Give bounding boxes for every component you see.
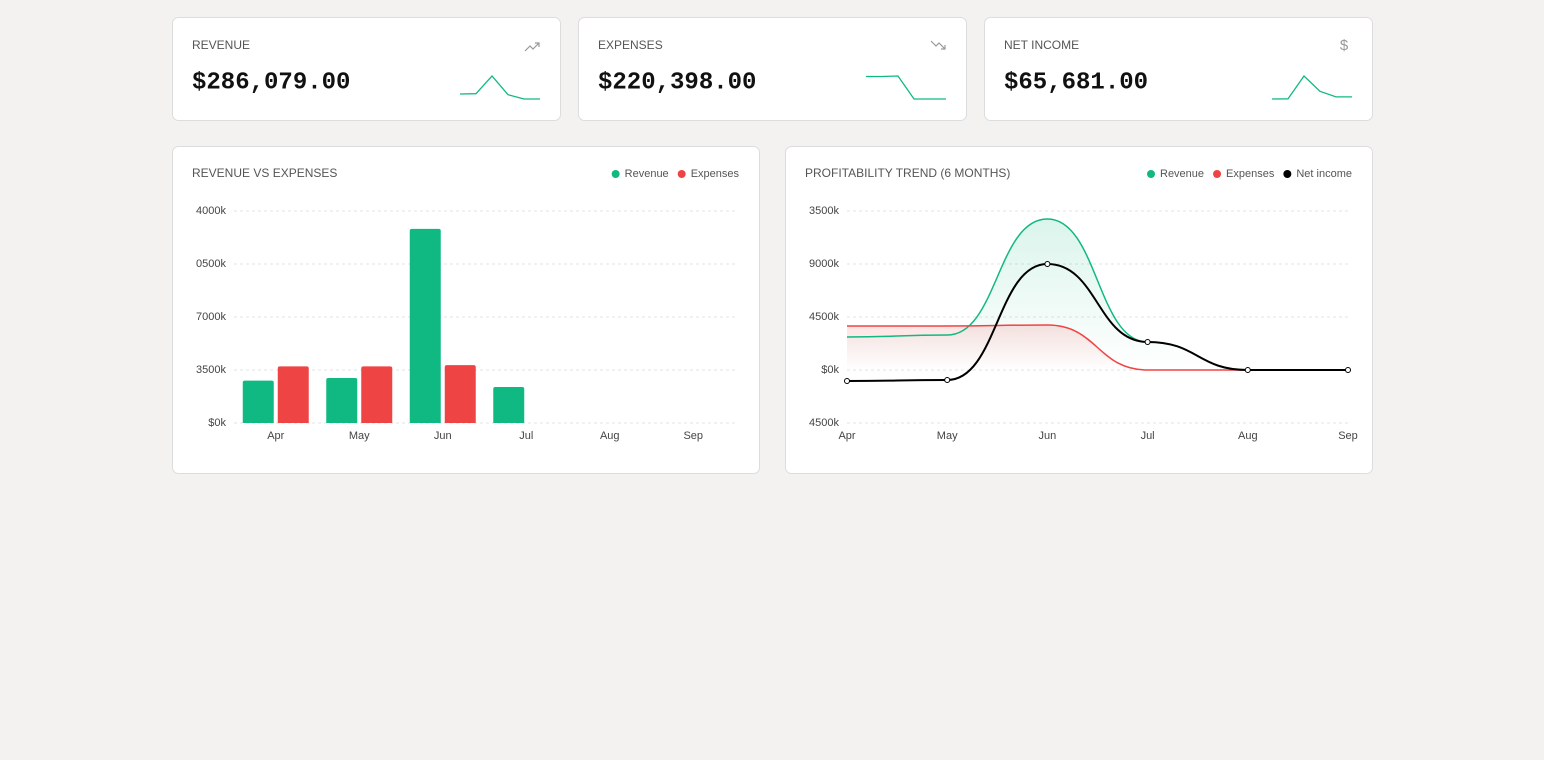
x-tick-label: Jul [1141,430,1155,442]
kpi-value: $65,681.00 [1004,69,1148,96]
x-tick-label: Sep [1338,430,1358,442]
x-tick-label: Jul [519,430,533,442]
chart-card [172,146,760,474]
kpi-card [578,17,967,121]
x-tick-label: Jun [434,430,452,442]
y-tick-label: 4500k [809,311,839,323]
dollar-icon: $ [1340,37,1349,54]
y-tick-label: 7000k [196,311,226,323]
legend-label: Revenue [625,168,669,180]
x-tick-label: Apr [838,430,855,442]
trend-down-icon [930,40,946,50]
chart-title: REVENUE VS EXPENSES [192,166,337,180]
point [1044,261,1051,267]
bar [361,366,393,423]
trend-up-icon [524,42,540,52]
kpi-label: REVENUE [192,38,250,52]
bar [242,380,274,423]
bar [493,386,525,423]
legend-label: Expenses [691,168,740,180]
chart-title: PROFITABILITY TREND (6 MONTHS) [805,166,1010,180]
y-tick-label: 3500k [809,205,839,217]
x-tick-label: May [349,430,370,442]
x-tick-label: May [937,430,958,442]
point [844,377,850,384]
x-tick-label: Aug [600,430,620,442]
legend-dot [1283,170,1292,178]
y-tick-label: $0k [821,364,839,376]
bar [444,365,476,423]
sparkline [866,75,946,100]
y-tick-label: $0k [208,417,226,429]
point [944,377,951,384]
y-tick-label: 0500k [196,258,226,270]
point [1144,338,1151,345]
kpi-card [172,17,561,121]
legend-dot [611,170,620,178]
kpi-label: EXPENSES [598,38,663,52]
y-tick-label: 3500k [196,364,226,376]
x-tick-label: Aug [1238,430,1258,442]
y-tick-label: 4000k [196,205,226,217]
bar [409,228,441,423]
bar [277,366,309,423]
point [1345,367,1351,373]
y-tick-label: 9000k [809,258,839,270]
legend-label: Expenses [1226,168,1275,180]
y-tick-label: 4500k [809,417,839,429]
sparkline [459,75,540,100]
sparkline [1271,75,1352,100]
x-tick-label: Jun [1039,430,1057,442]
kpi-value: $286,079.00 [192,69,350,96]
kpi-value: $220,398.00 [598,69,756,96]
point [1244,367,1251,373]
legend-dot [1213,170,1222,178]
bar [326,378,358,423]
kpi-card [984,17,1373,121]
legend-label: Net income [1296,168,1352,180]
legend-dot [677,170,686,178]
kpi-label: NET INCOME [1004,38,1079,52]
x-tick-label: Apr [267,430,284,442]
x-tick-label: Sep [683,430,703,442]
legend-label: Revenue [1160,168,1204,180]
legend-dot [1147,170,1155,178]
